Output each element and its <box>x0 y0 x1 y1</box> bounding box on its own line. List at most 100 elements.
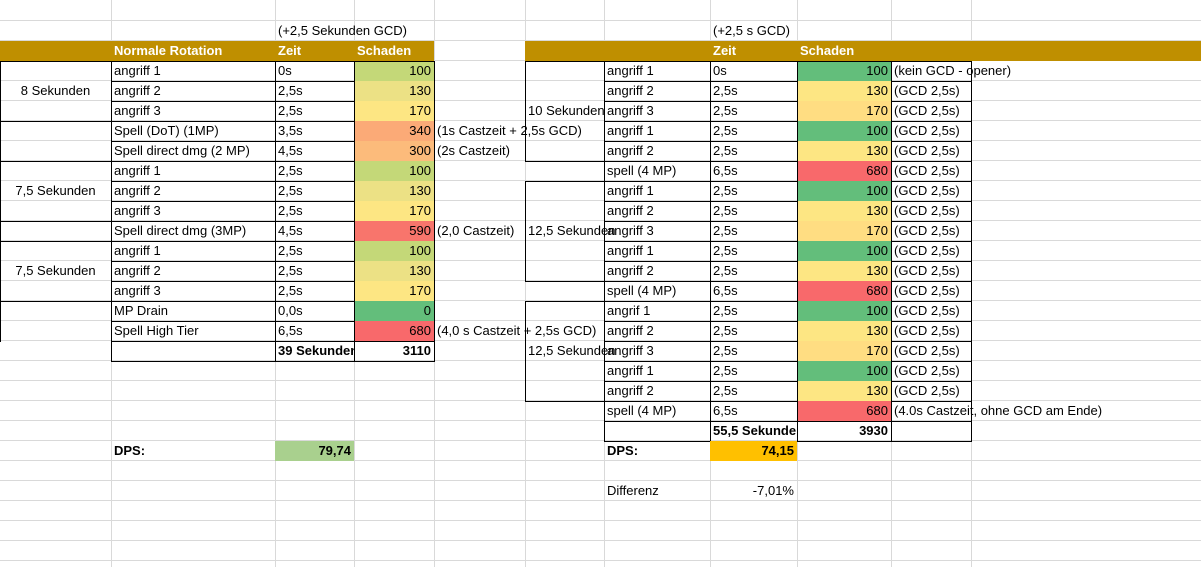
left-total-damage[interactable]: 3110 <box>402 343 431 358</box>
left-rotation-step-time[interactable]: 2,5s <box>278 203 303 218</box>
left-header-damage[interactable]: Schaden <box>357 43 412 58</box>
right-rotation-step-name[interactable]: angriff 2 <box>607 263 654 278</box>
right-rotation-step-damage[interactable]: 100 <box>866 363 888 378</box>
left-rotation-step-damage[interactable]: 300 <box>409 143 431 158</box>
right-rotation-step-time[interactable]: 0s <box>713 63 727 78</box>
right-rotation-step-time[interactable]: 2,5s <box>713 203 738 218</box>
left-rotation-step-note[interactable]: (2,0 Castzeit) <box>437 223 515 238</box>
right-rotation-step-time[interactable]: 2,5s <box>713 123 738 138</box>
right-rotation-step-name[interactable]: spell (4 MP) <box>607 163 677 178</box>
right-rotation-step-time[interactable]: 2,5s <box>713 83 738 98</box>
left-rotation-step-name[interactable]: Spell High Tier <box>114 323 199 338</box>
left-rotation-step-note[interactable]: (2s Castzeit) <box>437 143 510 158</box>
right-rotation-step-note[interactable]: (GCD 2,5s) <box>894 263 960 278</box>
left-group-duration[interactable]: 8 Sekunden <box>20 83 91 98</box>
right-dps-label[interactable]: DPS: <box>607 443 639 458</box>
right-rotation-step-time[interactable]: 6,5s <box>713 283 738 298</box>
right-rotation-step-name[interactable]: angriff 2 <box>607 143 654 158</box>
right-rotation-step-time[interactable]: 2,5s <box>713 263 738 278</box>
right-group-duration[interactable]: 10 Sekunden <box>528 103 605 118</box>
right-rotation-step-name[interactable]: angriff 1 <box>607 183 654 198</box>
right-rotation-step-time[interactable]: 2,5s <box>713 323 738 338</box>
left-header-rotation[interactable]: Normale Rotation <box>114 43 223 58</box>
right-rotation-step-note[interactable]: (GCD 2,5s) <box>894 183 960 198</box>
right-rotation-step-time[interactable]: 2,5s <box>713 223 738 238</box>
right-rotation-step-time[interactable]: 6,5s <box>713 403 738 418</box>
right-rotation-step-name[interactable]: angriff 3 <box>607 343 654 358</box>
left-rotation-step-name[interactable]: Spell direct dmg (3MP) <box>114 223 247 238</box>
right-rotation-step-name[interactable]: angriff 3 <box>607 103 654 118</box>
left-rotation-step-time[interactable]: 3,5s <box>278 123 303 138</box>
right-diff-value[interactable]: -7,01% <box>752 483 794 498</box>
left-gcd-note[interactable]: (+2,5 Sekunden GCD) <box>278 23 407 38</box>
right-rotation-step-note[interactable]: (4.0s Castzeit, ohne GCD am Ende) <box>894 403 1103 418</box>
left-rotation-step-damage[interactable]: 340 <box>409 123 431 138</box>
right-header-time[interactable]: Zeit <box>713 43 737 58</box>
left-rotation-step-damage[interactable]: 590 <box>409 223 431 238</box>
left-rotation-step-name[interactable]: Spell direct dmg (2 MP) <box>114 143 250 158</box>
left-rotation-step-name[interactable]: MP Drain <box>114 303 168 318</box>
right-rotation-step-note[interactable]: (GCD 2,5s) <box>894 383 960 398</box>
left-rotation-step-time[interactable]: 2,5s <box>278 103 303 118</box>
left-rotation-step-time[interactable]: 2,5s <box>278 283 303 298</box>
left-rotation-step-damage[interactable]: 680 <box>409 323 431 338</box>
right-rotation-step-note[interactable]: (GCD 2,5s) <box>894 243 960 258</box>
right-rotation-step-damage[interactable]: 130 <box>866 83 888 98</box>
left-rotation-step-name[interactable]: angriff 3 <box>114 283 161 298</box>
left-rotation-step-name[interactable]: angriff 3 <box>114 203 161 218</box>
left-group-duration[interactable]: 7,5 Sekunden <box>15 263 96 278</box>
left-dps-value[interactable]: 79,74 <box>318 443 351 458</box>
left-rotation-step-damage[interactable]: 130 <box>409 83 431 98</box>
left-rotation-step-note[interactable]: (4,0 s Castzeit + 2,5s GCD) <box>437 323 597 338</box>
right-rotation-step-note[interactable]: (GCD 2,5s) <box>894 103 960 118</box>
right-rotation-step-note[interactable]: (kein GCD - opener) <box>894 63 1012 78</box>
left-rotation-step-name[interactable]: angriff 1 <box>114 163 161 178</box>
right-rotation-step-name[interactable]: angriff 2 <box>607 323 654 338</box>
left-rotation-step-time[interactable]: 4,5s <box>278 223 303 238</box>
left-rotation-step-name[interactable]: angriff 2 <box>114 83 161 98</box>
right-header-damage[interactable]: Schaden <box>800 43 855 58</box>
right-gcd-note[interactable]: (+2,5 s GCD) <box>713 23 790 38</box>
right-rotation-step-damage[interactable]: 680 <box>866 283 888 298</box>
left-group-duration[interactable]: 7,5 Sekunden <box>15 183 96 198</box>
right-rotation-step-time[interactable]: 2,5s <box>713 363 738 378</box>
right-rotation-step-damage[interactable]: 680 <box>866 163 888 178</box>
left-rotation-step-name[interactable]: angriff 2 <box>114 263 161 278</box>
right-rotation-step-note[interactable]: (GCD 2,5s) <box>894 143 960 158</box>
right-rotation-step-note[interactable]: (GCD 2,5s) <box>894 123 960 138</box>
right-rotation-step-note[interactable]: (GCD 2,5s) <box>894 283 960 298</box>
left-rotation-step-name[interactable]: Spell (DoT) (1MP) <box>114 123 219 138</box>
right-rotation-step-name[interactable]: spell (4 MP) <box>607 403 677 418</box>
right-rotation-step-note[interactable]: (GCD 2,5s) <box>894 303 960 318</box>
left-rotation-step-time[interactable]: 4,5s <box>278 143 303 158</box>
left-rotation-step-name[interactable]: angriff 3 <box>114 103 161 118</box>
left-rotation-step-name[interactable]: angriff 1 <box>114 243 161 258</box>
right-rotation-step-name[interactable]: angriff 1 <box>607 363 654 378</box>
right-rotation-step-time[interactable]: 2,5s <box>713 303 738 318</box>
left-rotation-step-name[interactable]: angriff 1 <box>114 63 161 78</box>
right-group-duration[interactable]: 12,5 Sekunden <box>528 343 616 358</box>
left-rotation-step-time[interactable]: 6,5s <box>278 323 303 338</box>
right-rotation-step-damage[interactable]: 130 <box>866 143 888 158</box>
right-rotation-step-name[interactable]: angriff 1 <box>607 243 654 258</box>
right-rotation-step-note[interactable]: (GCD 2,5s) <box>894 363 960 378</box>
right-rotation-step-name[interactable]: spell (4 MP) <box>607 283 677 298</box>
right-rotation-step-damage[interactable]: 100 <box>866 183 888 198</box>
left-rotation-step-time[interactable]: 0s <box>278 63 292 78</box>
left-rotation-step-time[interactable]: 2,5s <box>278 243 303 258</box>
right-rotation-step-damage[interactable]: 100 <box>866 63 888 78</box>
left-rotation-step-damage[interactable]: 100 <box>409 63 431 78</box>
right-rotation-step-damage[interactable]: 130 <box>866 383 888 398</box>
right-rotation-step-damage[interactable]: 130 <box>866 323 888 338</box>
left-rotation-step-damage[interactable]: 170 <box>409 283 431 298</box>
right-rotation-step-name[interactable]: angriff 2 <box>607 203 654 218</box>
right-rotation-step-note[interactable]: (GCD 2,5s) <box>894 323 960 338</box>
right-rotation-step-name[interactable]: angriff 1 <box>607 123 654 138</box>
right-rotation-step-note[interactable]: (GCD 2,5s) <box>894 163 960 178</box>
left-rotation-step-damage[interactable]: 170 <box>409 203 431 218</box>
right-rotation-step-time[interactable]: 2,5s <box>713 243 738 258</box>
right-rotation-step-name[interactable]: angriff 1 <box>607 63 654 78</box>
right-diff-label[interactable]: Differenz <box>607 483 659 498</box>
right-rotation-step-time[interactable]: 2,5s <box>713 183 738 198</box>
